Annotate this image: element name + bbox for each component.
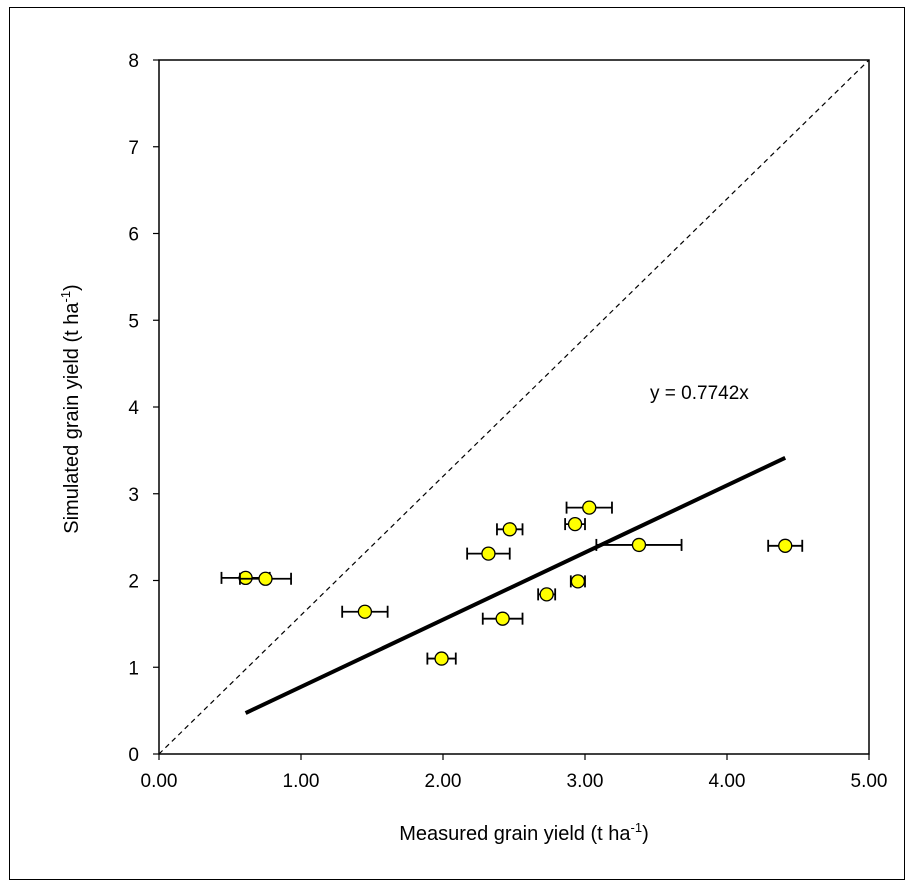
y-tick-label: 2 bbox=[128, 572, 139, 593]
data-point-group bbox=[564, 516, 586, 532]
y-axis-title-tail: ) bbox=[61, 284, 83, 291]
x-axis-title-main: Measured grain yield (t ha bbox=[399, 823, 631, 845]
regression-equation-label: y = 0.7742x bbox=[650, 383, 749, 404]
y-tick-label: 8 bbox=[128, 51, 139, 72]
regression-line bbox=[244, 456, 787, 715]
data-point-group bbox=[466, 546, 511, 561]
data-point-marker bbox=[502, 522, 517, 537]
data-point-marker bbox=[582, 500, 597, 515]
data-point-marker bbox=[570, 574, 586, 589]
x-axis-title: Measured grain yield (t ha-1) bbox=[399, 820, 648, 845]
data-point-group bbox=[595, 537, 683, 553]
data-point-marker bbox=[778, 538, 793, 553]
data-point-group bbox=[537, 587, 557, 602]
y-axis-title-superscript: -1 bbox=[58, 291, 73, 303]
y-tick-label: 5 bbox=[128, 311, 139, 332]
x-axis-title-superscript: -1 bbox=[631, 820, 643, 835]
data-point-marker bbox=[631, 537, 647, 553]
y-tick-label: 4 bbox=[128, 398, 139, 419]
data-point-marker bbox=[539, 587, 554, 602]
y-tick-label: 7 bbox=[128, 138, 139, 159]
x-tick-label: 1.00 bbox=[283, 771, 320, 792]
x-tick-label: 3.00 bbox=[567, 771, 604, 792]
y-axis-title: Simulated grain yield (t ha-1) bbox=[58, 284, 83, 533]
data-points bbox=[220, 500, 804, 666]
x-tick-label: 4.00 bbox=[709, 771, 746, 792]
y-tick-label: 1 bbox=[128, 658, 139, 679]
data-point-marker bbox=[434, 651, 449, 666]
y-axis-ticks: 0 1 2 3 4 5 6 7 8 bbox=[128, 51, 159, 766]
x-axis-title-tail: ) bbox=[642, 823, 649, 845]
x-tick-label: 0.00 bbox=[141, 771, 178, 792]
data-point-marker bbox=[567, 516, 583, 532]
y-tick-label: 0 bbox=[128, 745, 139, 766]
y-tick-label: 6 bbox=[128, 225, 139, 246]
data-point-group bbox=[341, 604, 389, 619]
x-axis-ticks: 0.00 1.00 2.00 3.00 4.00 5.00 bbox=[141, 754, 888, 792]
data-point-group bbox=[565, 500, 613, 515]
data-point-marker bbox=[495, 611, 510, 626]
data-point-group bbox=[239, 571, 292, 586]
chart-frame bbox=[9, 7, 905, 880]
x-tick-label: 2.00 bbox=[425, 771, 462, 792]
data-point-group bbox=[426, 651, 457, 666]
data-point-marker bbox=[481, 546, 496, 561]
x-tick-label: 5.00 bbox=[851, 771, 888, 792]
one-to-one-reference-line bbox=[158, 59, 870, 755]
data-point-group bbox=[569, 574, 586, 589]
y-tick-label: 3 bbox=[128, 485, 139, 506]
data-point-marker bbox=[258, 571, 273, 586]
data-point-group bbox=[767, 538, 804, 553]
y-axis-title-main: Simulated grain yield (t ha bbox=[61, 302, 83, 534]
data-point-group bbox=[481, 611, 524, 626]
data-point-group bbox=[496, 522, 524, 537]
data-point-marker bbox=[357, 604, 373, 619]
